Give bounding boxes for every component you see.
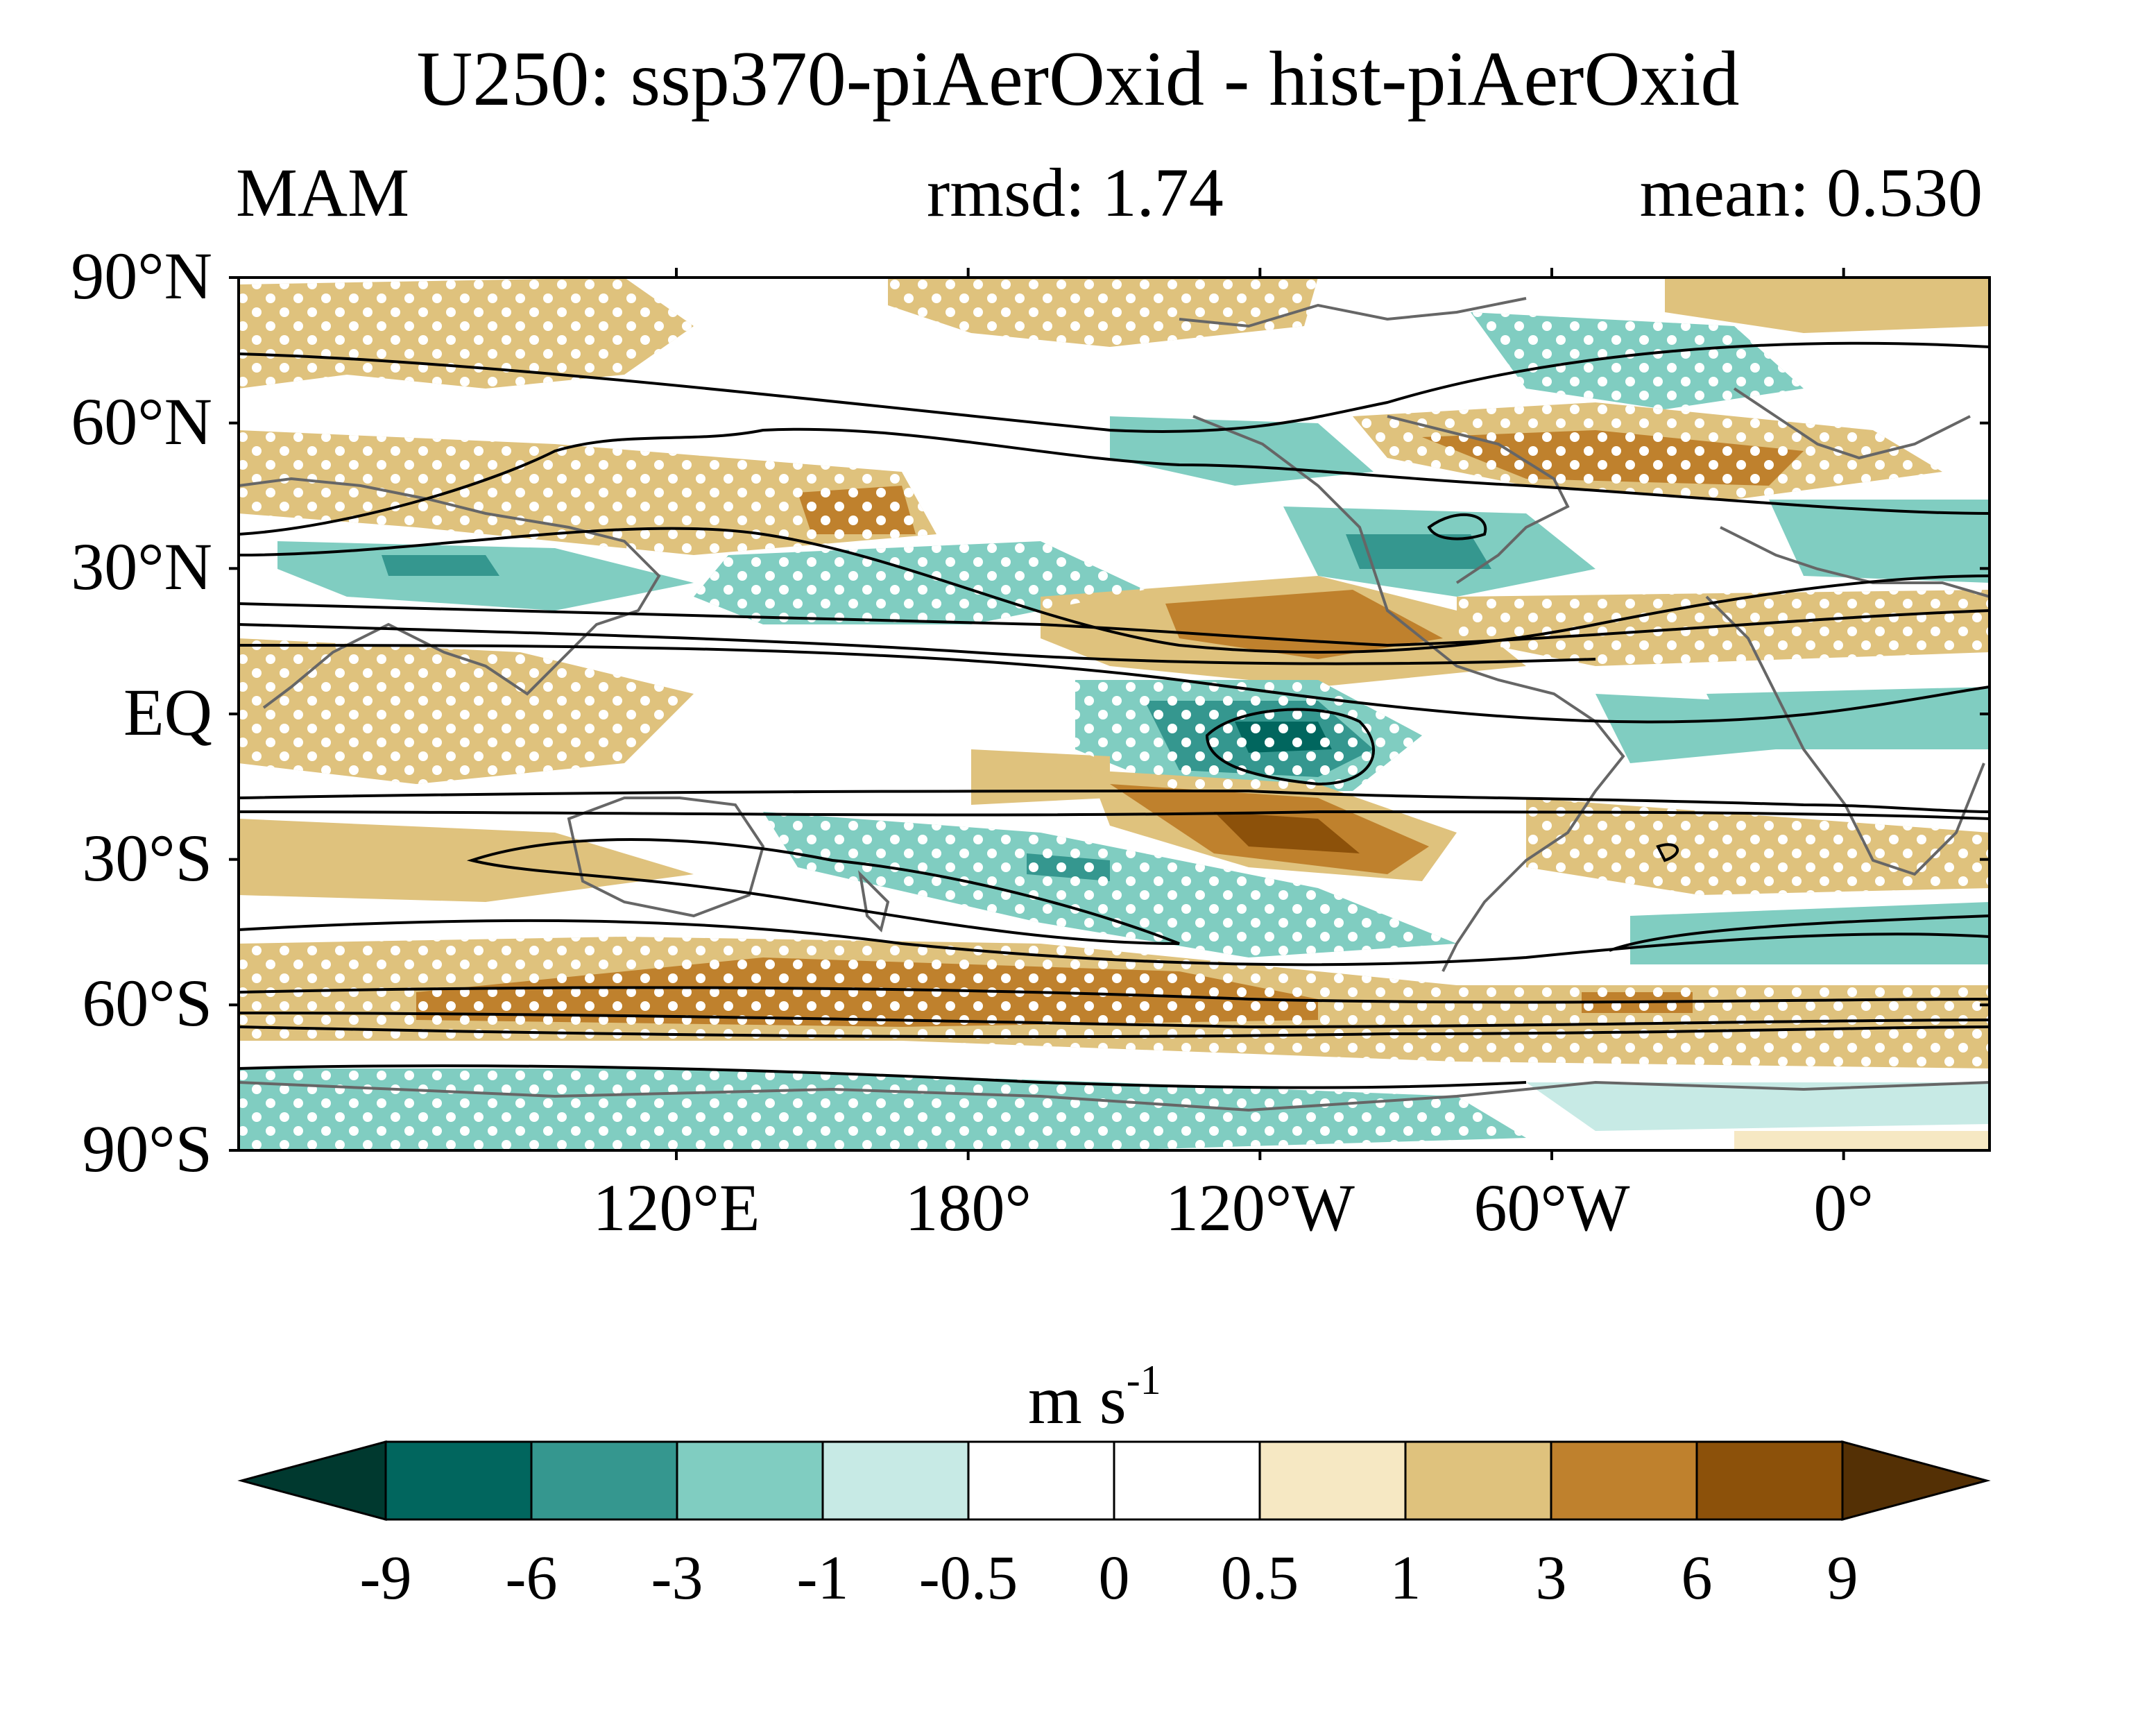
y-tick-label: 60°N (71, 384, 212, 459)
colorbar-tick-label: 9 (1826, 1544, 1858, 1612)
stipple-2 (888, 278, 1318, 347)
y-tick-label: 30°N (71, 529, 212, 604)
stipple-10 (1526, 798, 1990, 895)
colorbar-tick-label: -9 (359, 1544, 412, 1612)
shading-neg-north-africa (1769, 500, 1990, 583)
shading-pos-central-america-core (1165, 590, 1443, 659)
colorbar-box (676, 1440, 824, 1521)
colorbar-box (1550, 1440, 1698, 1521)
colorbar-low-extension (237, 1440, 387, 1521)
axis-ticks (229, 268, 1990, 1160)
shading-neg-asia-core (382, 555, 499, 576)
colorbar-box (530, 1440, 678, 1521)
stipple-12 (239, 1068, 1526, 1150)
plot-title: U250: ssp370-piAerOxid - hist-piAerOxid (416, 36, 1740, 122)
x-tick-label: 180° (905, 1170, 1032, 1245)
colorbar-box (1258, 1440, 1407, 1521)
colorbar-tick-label: 0.5 (1220, 1544, 1299, 1612)
colorbar-box (384, 1440, 533, 1521)
colorbar-tick-label: 3 (1535, 1544, 1567, 1612)
x-tick-label: 120°E (592, 1170, 760, 1245)
colorbar-box (1113, 1440, 1261, 1521)
shading-pos-arctic-east (1665, 278, 1990, 333)
shading-neg-antarctic-faint (1526, 1082, 1990, 1131)
shading-neg-north-pacific (1110, 416, 1374, 486)
x-tick-label: 60°W (1473, 1170, 1630, 1245)
colorbar-tick-label: -1 (796, 1544, 849, 1612)
units-label: m s-1 (1028, 1356, 1161, 1440)
stipple-5 (694, 541, 1145, 624)
shading-neg-africa-eq (1706, 687, 1990, 749)
shading-pos-south-pacific-core (1214, 812, 1360, 853)
mean-label: mean: 0.530 (1639, 154, 1983, 231)
y-tick-label: EQ (123, 675, 212, 749)
colorbar-tick-label: 6 (1681, 1544, 1713, 1612)
x-tick-label: 120°W (1165, 1170, 1355, 1245)
shading-pos-antarctic-east (1734, 1131, 1990, 1150)
stipple-3 (1471, 312, 1804, 409)
season-label: MAM (236, 154, 410, 231)
y-tick-label: 90°S (82, 1112, 212, 1186)
colorbar-box (1404, 1440, 1552, 1521)
shading-neg-atlantic-sub-core (1346, 534, 1491, 569)
colorbar-high-extension (1841, 1440, 1991, 1521)
colorbar-box (967, 1440, 1115, 1521)
shading-pos-south-indian (239, 819, 694, 902)
stipple-8 (1075, 680, 1422, 791)
stipple-7 (239, 638, 694, 784)
units-exponent: -1 (1126, 1356, 1161, 1403)
climatology-contours (239, 341, 1990, 1089)
colorbar-tick-label: 0 (1098, 1544, 1130, 1612)
y-tick-label: 30°S (82, 820, 212, 895)
shading-pos-trop-pac (971, 749, 1110, 805)
y-tick-label: 60°S (82, 966, 212, 1041)
colorbar (237, 1440, 1991, 1521)
stipple-1 (239, 278, 694, 389)
colorbar-tick-label: 1 (1389, 1544, 1421, 1612)
rmsd-label: rmsd: 1.74 (927, 154, 1224, 231)
stipple-4 (239, 430, 936, 555)
stipple-13 (1353, 402, 1942, 500)
stipple-9 (763, 812, 1457, 957)
colorbar-box (821, 1440, 970, 1521)
shading-neg-south-atlantic (1630, 902, 1990, 964)
y-tick-label: 90°N (71, 239, 212, 313)
colorbar-tick-label: -0.5 (918, 1544, 1018, 1612)
colorbar-tick-label: -6 (505, 1544, 558, 1612)
colorbar-box (1695, 1440, 1844, 1521)
stipple-6 (1457, 590, 1990, 666)
anomaly-field (239, 278, 1990, 1150)
units-base: m s (1028, 1361, 1127, 1438)
x-tick-label: 0° (1813, 1170, 1874, 1245)
colorbar-tick-label: -3 (651, 1544, 703, 1612)
